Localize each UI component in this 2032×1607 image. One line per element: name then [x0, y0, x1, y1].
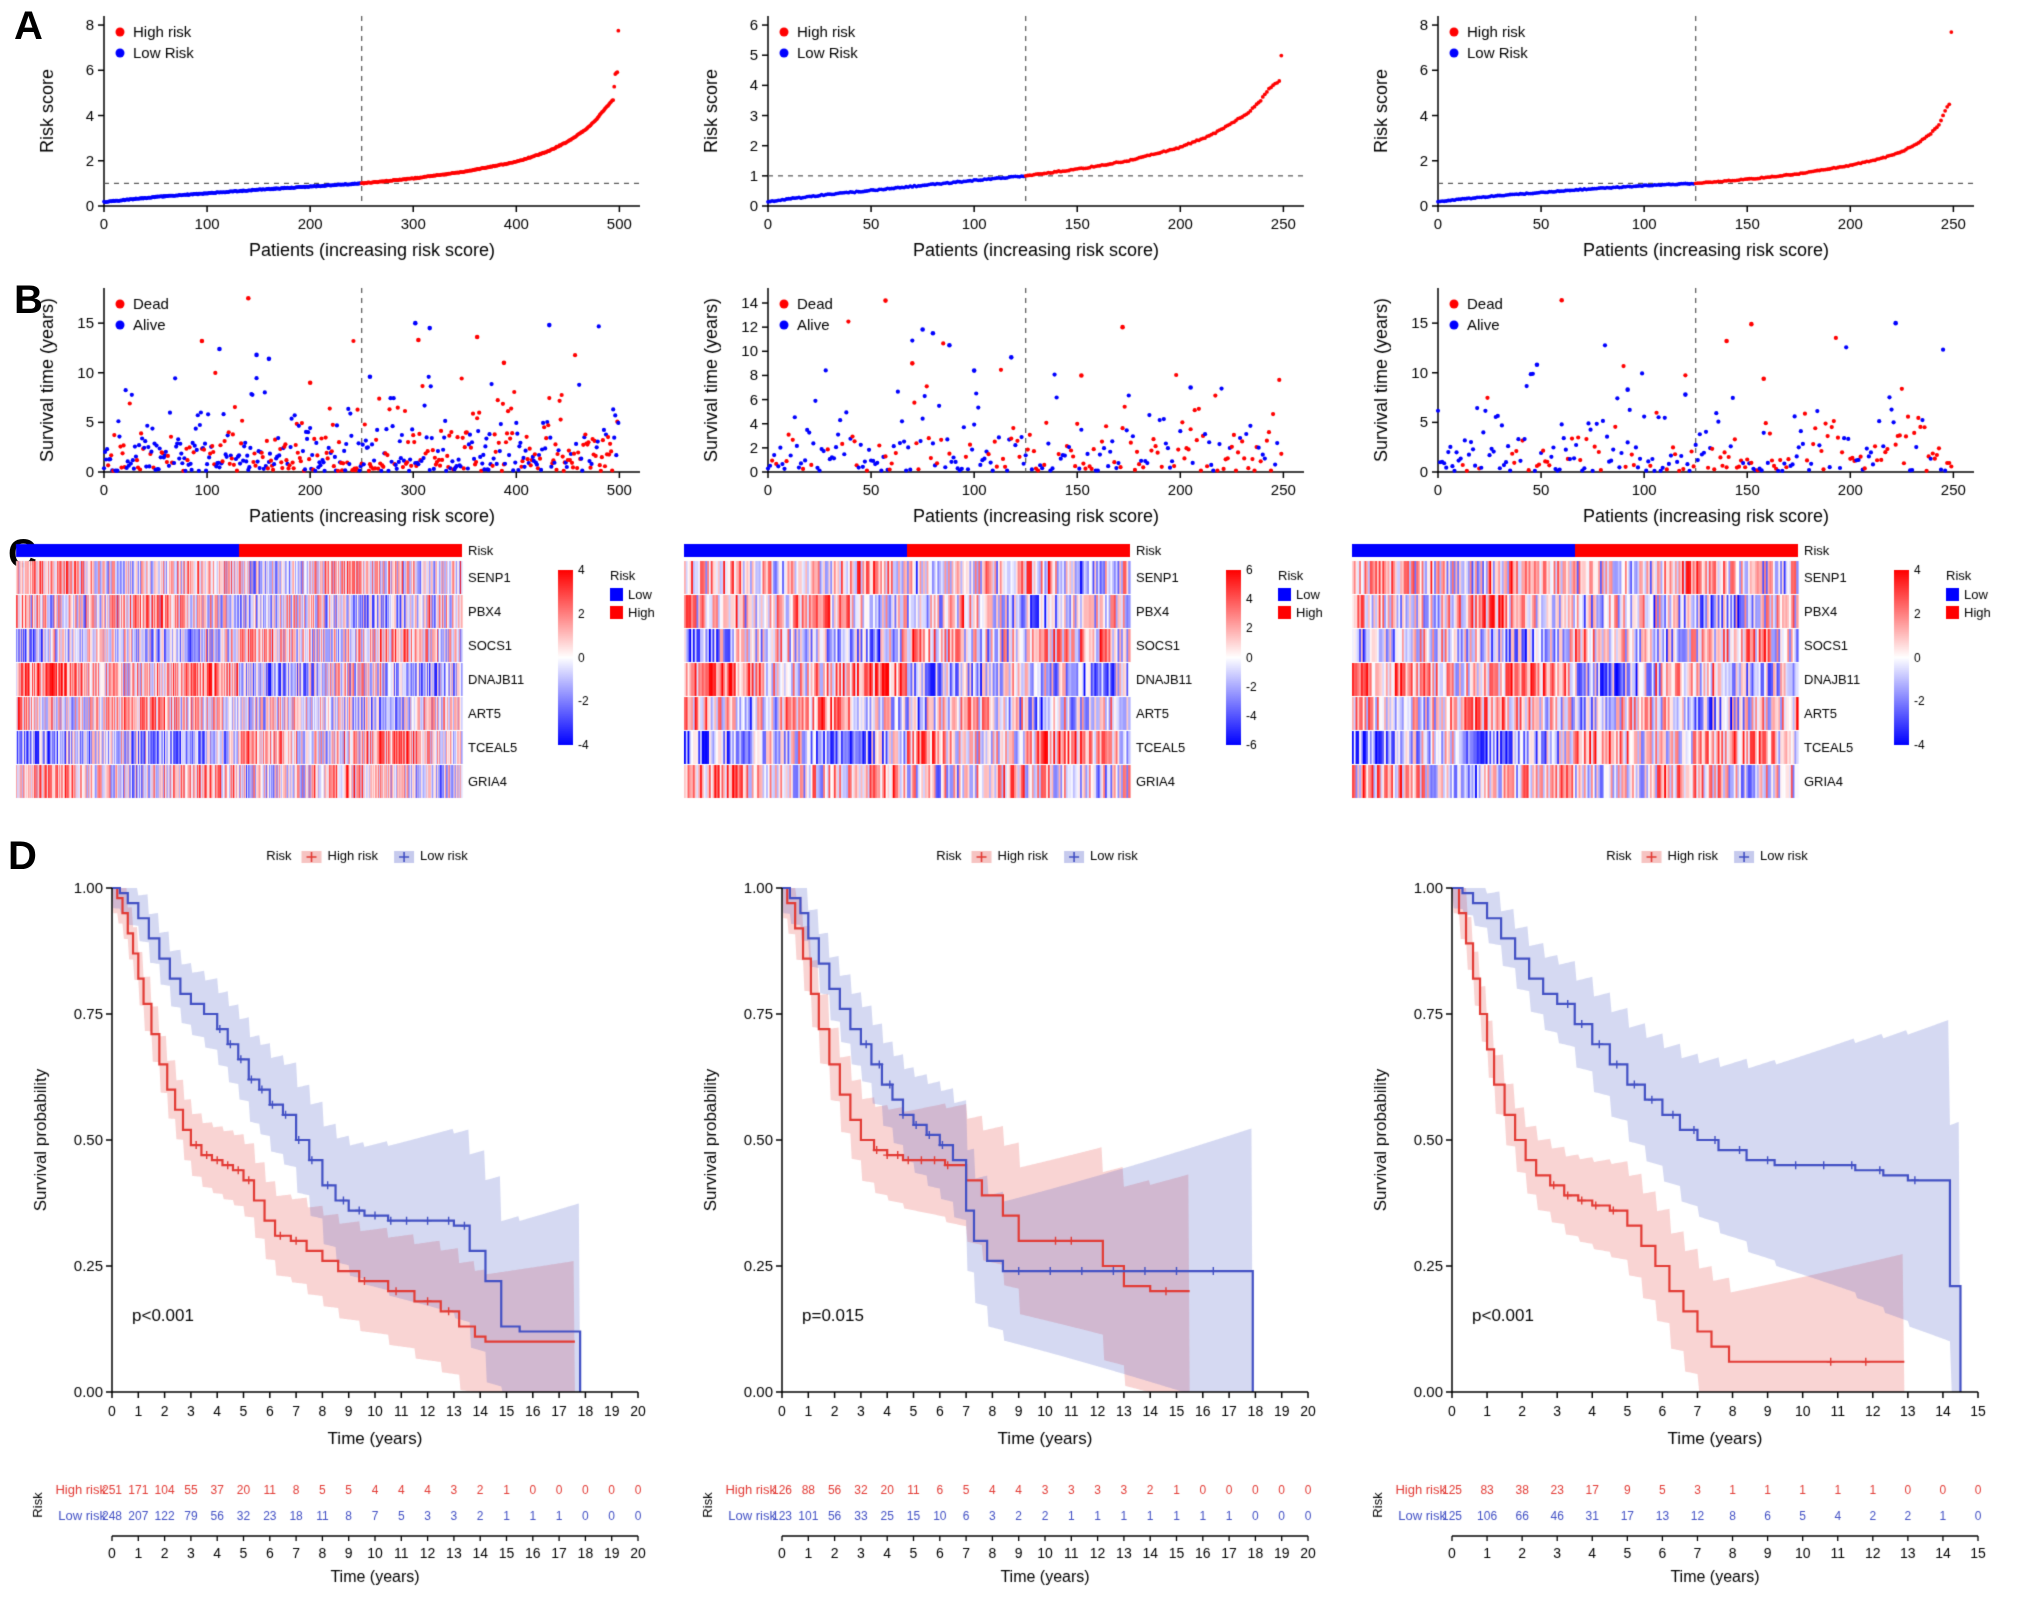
survival-time-scatter-chart-2 [700, 278, 1318, 530]
gene-expression-heatmap-1 [10, 536, 670, 824]
risk-score-curve-chart-2 [700, 6, 1318, 264]
kaplan-meier-chart-3 [1366, 830, 1994, 1602]
kaplan-meier-chart-2 [696, 830, 1324, 1602]
gene-expression-heatmap-3 [1346, 536, 2006, 824]
survival-time-scatter-chart-3 [1370, 278, 1988, 530]
gene-expression-heatmap-2 [678, 536, 1338, 824]
kaplan-meier-chart-1 [26, 830, 654, 1602]
risk-score-curve-chart-3 [1370, 6, 1988, 264]
risk-score-curve-chart-1 [36, 6, 654, 264]
survival-time-scatter-chart-1 [36, 278, 654, 530]
